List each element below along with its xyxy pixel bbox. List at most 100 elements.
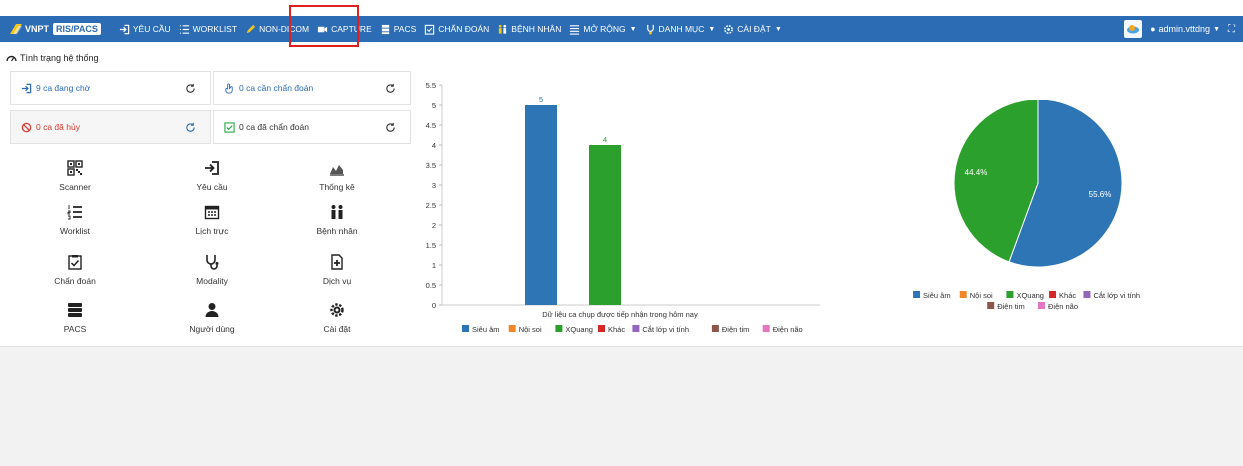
bar-Siêu âm xyxy=(525,105,557,305)
y-tick-label: 0.5 xyxy=(426,281,436,290)
tile-chan-doan[interactable]: Chẩn đoán xyxy=(30,254,120,286)
tile-modality[interactable]: Modality xyxy=(167,254,257,286)
bar-data-label: 5 xyxy=(539,95,543,104)
pie-data-label: 44.4% xyxy=(965,168,988,177)
user-menu[interactable]: ● admin.vttdng ▼ xyxy=(1150,24,1220,34)
legend-swatch xyxy=(1049,291,1057,298)
refresh-icon[interactable] xyxy=(185,122,196,133)
chevron-down-icon: ▼ xyxy=(1213,25,1220,33)
tile-pacs[interactable]: PACS xyxy=(30,302,120,334)
y-tick-label: 4 xyxy=(432,141,436,150)
dashboard-gauge-icon xyxy=(6,55,17,62)
nav-pacs[interactable]: PACS xyxy=(376,16,421,42)
nav-cai-dat[interactable]: CÀI ĐẶT ▼ xyxy=(719,16,785,42)
tile-label: Chẩn đoán xyxy=(54,276,96,286)
tile-label: PACS xyxy=(63,324,87,334)
tile-thong-ke[interactable]: Thống kê xyxy=(292,160,382,192)
legend-label: Khác xyxy=(608,325,625,334)
legend-swatch xyxy=(987,302,995,309)
legend-swatch xyxy=(913,291,921,298)
refresh-icon[interactable] xyxy=(385,122,396,133)
legend-swatch xyxy=(711,325,719,332)
area-chart-icon xyxy=(330,165,344,176)
card-cancelled[interactable]: 0 ca đã hủy xyxy=(10,110,211,144)
y-tick-label: 3.5 xyxy=(426,161,436,170)
video-camera-icon xyxy=(318,26,328,32)
nav-mo-rong[interactable]: MỞ RỘNG ▼ xyxy=(565,16,640,42)
card-waiting[interactable]: 9 ca đang chờ xyxy=(10,71,211,105)
tile-label: Scanner xyxy=(59,182,91,192)
legend-label: XQuang xyxy=(1016,291,1044,300)
legend-label: Cắt lớp vi tính xyxy=(642,325,689,334)
refresh-icon[interactable] xyxy=(385,83,396,94)
list-alt-icon xyxy=(570,24,580,35)
chevron-down-icon: ▼ xyxy=(629,25,637,33)
nav-capture[interactable]: CAPTURE xyxy=(313,16,376,42)
tile-dich-vu[interactable]: Dịch vụ xyxy=(292,254,382,286)
card-cancelled-label: 0 ca đã hủy xyxy=(36,122,80,132)
tile-label: Dịch vụ xyxy=(322,276,352,286)
tile-benh-nhan[interactable]: Bệnh nhân xyxy=(292,204,382,236)
legend-swatch xyxy=(959,291,967,298)
y-tick-label: 0 xyxy=(432,301,436,310)
sign-in-icon xyxy=(119,24,130,34)
bar-XQuang xyxy=(589,145,621,305)
legend-label: Nội soi xyxy=(970,291,993,300)
clipboard-check-icon xyxy=(68,255,82,270)
tile-label: Yêu cầu xyxy=(196,182,228,192)
y-tick-label: 1 xyxy=(432,261,436,270)
users-icon xyxy=(499,24,507,34)
legend-label: Cắt lớp vi tính xyxy=(1093,291,1140,300)
y-tick-label: 3 xyxy=(432,181,436,190)
pie-chart: 55.6% 44.4% Siêu âm Nội soi XQuang Khác Cắt lớ… xyxy=(913,100,1140,311)
tile-scanner[interactable]: Scanner xyxy=(30,160,120,192)
legend-label: XQuang xyxy=(565,325,593,334)
nav-worklist[interactable]: WORKLIST xyxy=(175,16,241,42)
tile-label: Thống kê xyxy=(319,182,355,192)
tile-label: Worklist xyxy=(59,226,91,236)
fullscreen-icon[interactable]: ⛶ xyxy=(1228,23,1235,35)
list-icon xyxy=(179,24,189,34)
nav-label: WORKLIST xyxy=(192,24,238,34)
pie-slice-Siêu âm xyxy=(1008,100,1123,268)
legend-swatch xyxy=(632,325,640,332)
pie-data-label: 55.6% xyxy=(1089,190,1112,199)
card-need-diagnosis[interactable]: 0 ca cần chẩn đoán xyxy=(213,71,411,105)
gear-icon xyxy=(724,24,734,34)
brand-name: VNPT xyxy=(25,24,50,34)
card-diagnosed[interactable]: 0 ca đã chẩn đoán xyxy=(213,110,411,144)
status-header: Tình trạng hệ thống xyxy=(6,53,99,63)
nav-label: CHẨN ĐOÁN xyxy=(438,24,490,34)
nav-chan-doan[interactable]: CHẨN ĐOÁN xyxy=(420,16,493,42)
tile-cai-dat[interactable]: Cài đặt xyxy=(292,302,382,334)
tile-yeu-cau[interactable]: Yêu cầu xyxy=(167,160,257,192)
pencil-icon xyxy=(246,24,256,33)
tile-label: Lịch trực xyxy=(195,226,229,236)
bar-chart: 0 0.5 1 1.5 2 2.5 3 3.5 4 4.5 5 5.5 5 4 Dữ liệu ca chụ… xyxy=(426,81,820,334)
x-axis-label: Dữ liệu ca chụp được tiếp nhận trong hôm… xyxy=(542,310,698,319)
brand-logo[interactable]: VNPT RIS/PACS xyxy=(10,23,101,35)
user-md-icon xyxy=(205,303,219,317)
nav-yeu-cau[interactable]: YÊU CẦU xyxy=(115,16,175,42)
sign-in-icon xyxy=(205,161,219,175)
card-diagnosed-label: 0 ca đã chẩn đoán xyxy=(239,122,309,132)
nav-danh-muc[interactable]: DANH MỤC ▼ xyxy=(641,16,720,42)
legend-swatch xyxy=(1006,291,1014,298)
qrcode-icon xyxy=(67,160,83,176)
empty-content-area xyxy=(0,346,1243,466)
tile-nguoi-dung[interactable]: Người dùng xyxy=(167,302,257,334)
y-tick-label: 5 xyxy=(432,101,436,110)
card-need-diagnosis-label: 0 ca cần chẩn đoán xyxy=(239,83,314,93)
nav-non-dicom[interactable]: NON-DICOM xyxy=(241,16,313,42)
users-icon xyxy=(331,205,343,219)
chevron-down-icon: ▼ xyxy=(708,25,716,33)
tile-label: Cài đặt xyxy=(323,324,351,334)
server-icon xyxy=(68,303,82,317)
tile-worklist[interactable]: Worklist xyxy=(30,204,120,236)
legend-swatch xyxy=(508,325,516,332)
refresh-icon[interactable] xyxy=(185,83,196,94)
nav-benh-nhan[interactable]: BỆNH NHÂN xyxy=(493,16,565,42)
tile-lich-truc[interactable]: Lịch trực xyxy=(167,204,257,236)
cloud-icon[interactable] xyxy=(1124,20,1143,38)
legend-label: Khác xyxy=(1059,291,1076,300)
